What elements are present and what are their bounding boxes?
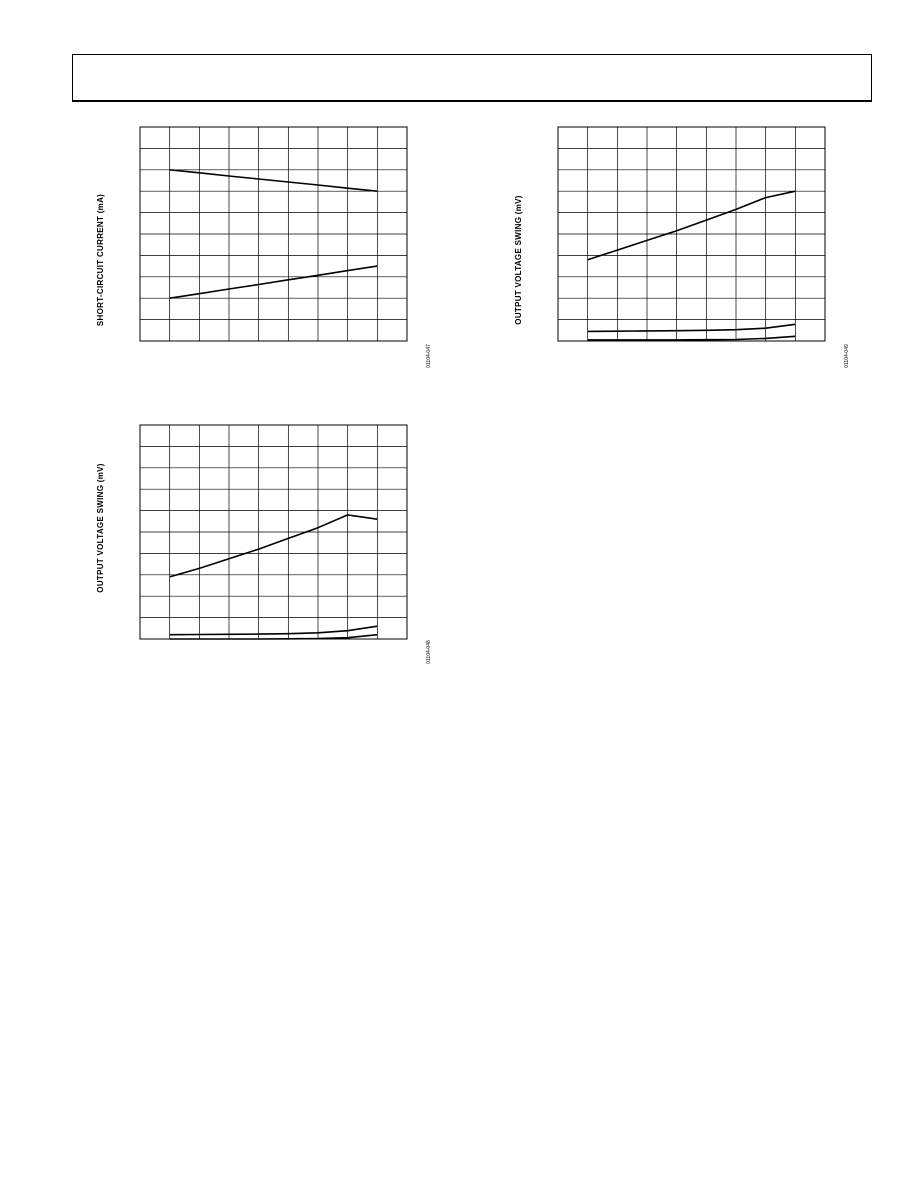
series-line-2 <box>169 625 378 636</box>
series-line-3 <box>169 633 378 640</box>
output-voltage-swing-left-svg: OUTPUT VOLTAGE SWING (mV) 01104-048 <box>96 424 432 664</box>
short-circuit-current-chart: SHORT-CIRCUIT CURRENT (mA) 01104-047 <box>90 120 440 380</box>
y-axis-label: OUTPUT VOLTAGE SWING (mV) <box>514 195 523 324</box>
output-voltage-swing-right-svg: OUTPUT VOLTAGE SWING (mV) 01104-049 <box>514 126 850 368</box>
series-line-2 <box>169 265 378 299</box>
y-axis-label: SHORT-CIRCUIT CURRENT (mA) <box>96 194 105 326</box>
series-line-2 <box>587 323 796 333</box>
series-line-3 <box>587 335 796 341</box>
plot-area <box>557 126 826 342</box>
plot-area <box>139 424 408 640</box>
figure-number: 01104-048 <box>426 640 432 664</box>
series-line-1 <box>169 514 378 578</box>
output-voltage-swing-chart-right: OUTPUT VOLTAGE SWING (mV) 01104-049 <box>508 120 858 380</box>
figure-number: 01104-049 <box>844 344 850 368</box>
output-voltage-swing-chart-left: OUTPUT VOLTAGE SWING (mV) 01104-048 <box>90 418 440 678</box>
series-line-1 <box>169 169 378 192</box>
figure-number: 01104-047 <box>426 344 432 368</box>
page-header <box>72 54 872 102</box>
plot-area <box>139 126 408 342</box>
short-circuit-current-svg: SHORT-CIRCUIT CURRENT (mA) 01104-047 <box>96 126 432 368</box>
y-axis-label: OUTPUT VOLTAGE SWING (mV) <box>96 463 105 592</box>
series-line-1 <box>587 190 796 261</box>
plot-frame <box>139 126 408 342</box>
plot-frame <box>557 126 826 342</box>
